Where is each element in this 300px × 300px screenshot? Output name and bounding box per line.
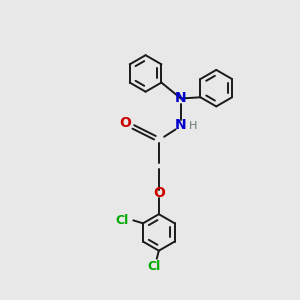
Text: N: N	[175, 92, 187, 106]
Text: O: O	[119, 116, 131, 130]
Text: O: O	[153, 186, 165, 200]
Text: N: N	[175, 118, 187, 132]
Text: Cl: Cl	[148, 260, 161, 273]
Text: Cl: Cl	[116, 214, 129, 227]
Text: H: H	[189, 122, 197, 131]
